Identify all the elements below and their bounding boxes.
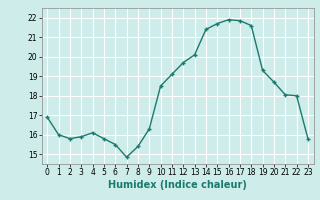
X-axis label: Humidex (Indice chaleur): Humidex (Indice chaleur)	[108, 180, 247, 190]
